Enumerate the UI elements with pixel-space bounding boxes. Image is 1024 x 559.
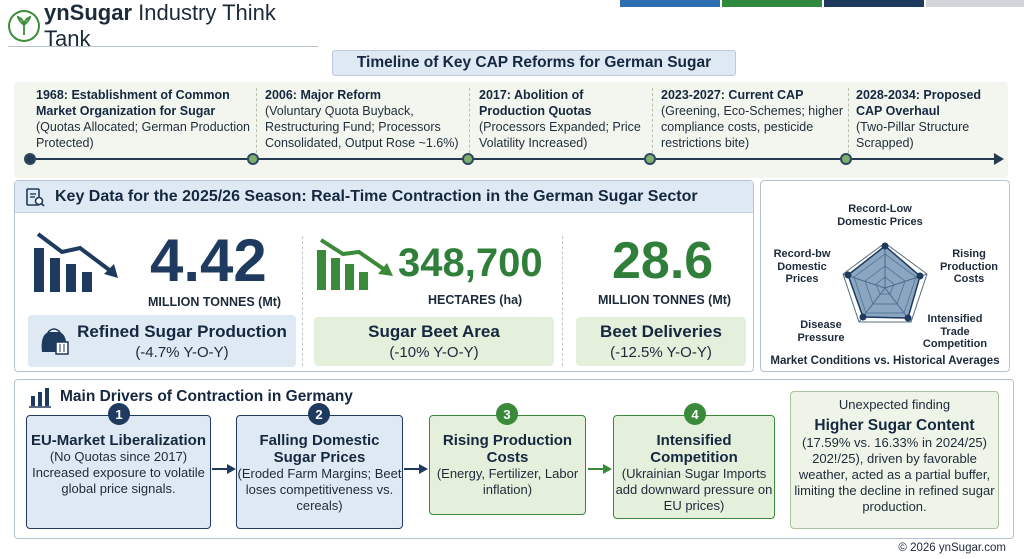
timeline-item-detail: (Two-Pillar Structure Scrapped) bbox=[856, 120, 970, 150]
key-data-title: Key Data for the 2025/26 Season: Real-Ti… bbox=[15, 181, 753, 213]
stat-unit-deliveries: MILLION TONNES (Mt) bbox=[598, 293, 732, 307]
top-bar-green bbox=[722, 0, 822, 7]
logo-icon bbox=[8, 10, 40, 42]
radar-label-disease: Disease Pressure bbox=[797, 319, 845, 344]
chart-icon bbox=[28, 386, 52, 408]
driver-number: 4 bbox=[684, 403, 706, 425]
radar-label-low-prices: Record-Low Domestic Prices bbox=[837, 203, 923, 228]
stat-label-box-deliveries: Beet Deliveries (-12.5% Y-O-Y) bbox=[576, 317, 746, 366]
timeline-item-head: 1968: Establishment of Common Market Org… bbox=[36, 88, 230, 118]
timeline-item-detail: (Processors Expanded; Price Volatility I… bbox=[479, 120, 641, 150]
stat-unit-area: HECTARES (ha) bbox=[428, 293, 523, 307]
timeline-divider bbox=[848, 88, 849, 158]
timeline-item-detail: (Greening, Eco-Schemes; higher complianc… bbox=[661, 104, 844, 150]
timeline-item-detail: (Voluntary Quota Buyback, Restructuring … bbox=[265, 104, 459, 150]
arrow-right-icon bbox=[404, 464, 428, 474]
timeline-dot bbox=[247, 153, 259, 165]
drivers-title: Main Drivers of Contraction in Germany bbox=[60, 388, 353, 405]
green-bar-chart-down-icon bbox=[315, 236, 399, 292]
sugar-sack-icon bbox=[36, 322, 72, 358]
finding-subtitle: Unexpected finding bbox=[838, 397, 951, 412]
stat-value-area: 348,700 bbox=[398, 241, 543, 285]
stat-value-production: 4.42 bbox=[150, 227, 267, 294]
driver-number: 1 bbox=[108, 403, 130, 425]
driver-title: Falling Domestic Sugar Prices bbox=[259, 432, 380, 466]
timeline-divider bbox=[256, 88, 257, 158]
timeline-item-detail: (Quotas Allocated; German Production Pro… bbox=[36, 120, 251, 150]
arrow-right-icon bbox=[588, 464, 612, 474]
header-rule bbox=[8, 46, 318, 47]
driver-number: 3 bbox=[496, 403, 518, 425]
timeline-item-head: 2028-2034: Proposed CAP Overhaul bbox=[856, 88, 982, 118]
timeline-divider bbox=[652, 88, 653, 158]
brand-rest: Industry Think Tank bbox=[43, 0, 276, 51]
stat-label-area: Sugar Beet Area bbox=[368, 322, 500, 341]
stat-divider bbox=[302, 236, 303, 366]
stat-divider bbox=[562, 236, 563, 366]
brand-bold: ynSugar bbox=[43, 0, 133, 25]
timeline-dot bbox=[644, 153, 656, 165]
timeline-item-1968: 1968: Establishment of Common Market Org… bbox=[36, 87, 258, 151]
driver-card-1: EU-Market Liberalization (No Quotas sinc… bbox=[26, 415, 211, 529]
header: ynSugar Industry Think Tank bbox=[8, 0, 328, 51]
timeline-dot bbox=[840, 153, 852, 165]
top-bar-blue bbox=[620, 0, 720, 7]
driver-detail: (Energy, Fertilizer, Labor inflation) bbox=[436, 466, 579, 497]
clipboard-search-icon bbox=[24, 186, 46, 208]
radar-points bbox=[844, 242, 924, 322]
radar-label-costs: Rising Production Costs bbox=[939, 248, 999, 285]
stat-label-box-area: Sugar Beet Area (-10% Y-O-Y) bbox=[314, 317, 554, 366]
timeline-dot bbox=[462, 153, 474, 165]
radar-area bbox=[847, 245, 921, 319]
stat-unit-production: MILLION TONNES (Mt) bbox=[148, 295, 282, 309]
driver-title: EU-Market Liberalization bbox=[30, 432, 207, 449]
brand-name: ynSugar Industry Think Tank bbox=[44, 0, 328, 52]
timeline-item-2017: 2017: Abolition of Production Quotas (Pr… bbox=[479, 87, 649, 151]
radar-label-competition: Intensified Trade Competition bbox=[922, 313, 988, 350]
timeline-dot bbox=[24, 153, 36, 165]
timeline-item-head: 2023-2027: Current CAP bbox=[661, 88, 804, 102]
finding-title: Higher Sugar Content bbox=[814, 417, 975, 434]
stat-change-area: (-10% Y-O-Y) bbox=[389, 344, 479, 361]
driver-card-3: Rising Production Costs (Energy, Fertili… bbox=[429, 415, 586, 515]
timeline-item-head: 2006: Major Reform bbox=[265, 88, 382, 102]
top-bar-grey bbox=[926, 0, 1024, 7]
arrow-right-icon bbox=[212, 464, 236, 474]
stat-value-deliveries: 28.6 bbox=[612, 232, 714, 290]
driver-detail: (Ukrainian Sugar Imports add downward pr… bbox=[615, 466, 773, 513]
footer-copyright: © 2026 ynSugar.com bbox=[898, 542, 1006, 554]
radar-chart bbox=[842, 242, 928, 323]
driver-number: 2 bbox=[308, 403, 330, 425]
radar-label-bw-prices: Record-bw Domestic Prices bbox=[773, 248, 831, 285]
timeline-item-2028: 2028-2034: Proposed CAP Overhaul (Two-Pi… bbox=[856, 87, 1006, 151]
radar-caption: Market Conditions vs. Historical Average… bbox=[770, 355, 1000, 367]
driver-title: Rising Production Costs bbox=[442, 432, 573, 466]
stat-change-deliveries: (-12.5% Y-O-Y) bbox=[610, 344, 712, 361]
driver-card-4: Intensified Competition (Ukrainian Sugar… bbox=[613, 415, 775, 519]
finding-card: Unexpected finding Higher Sugar Content … bbox=[790, 391, 999, 529]
top-bar-navy bbox=[824, 0, 924, 7]
finding-detail: (17.59% vs. 16.33% in 2024/25) 202!/25),… bbox=[794, 435, 995, 514]
stat-change-production: (-4.7% Y-O-Y) bbox=[135, 343, 229, 361]
timeline-title: Timeline of Key CAP Reforms for German S… bbox=[332, 50, 736, 76]
driver-card-2: Falling Domestic Sugar Prices (Eroded Fa… bbox=[236, 415, 403, 529]
driver-detail: (No Quotas since 2017) Increased exposur… bbox=[32, 449, 205, 496]
timeline-arrow-icon bbox=[994, 153, 1004, 165]
driver-title: Intensified Competition bbox=[650, 432, 738, 466]
bar-chart-down-icon bbox=[30, 230, 126, 294]
timeline-item-2023: 2023-2027: Current CAP (Greening, Eco-Sc… bbox=[661, 87, 847, 151]
timeline-item-2006: 2006: Major Reform (Voluntary Quota Buyb… bbox=[265, 87, 467, 151]
stat-label-deliveries: Beet Deliveries bbox=[600, 322, 722, 341]
timeline-divider bbox=[469, 88, 470, 158]
stat-label-box-production: Refined Sugar Production (-4.7% Y-O-Y) bbox=[28, 315, 296, 367]
timeline-axis bbox=[28, 158, 996, 160]
stat-label-production: Refined Sugar Production bbox=[77, 321, 287, 341]
driver-detail: (Eroded Farm Margins; Beet loses competi… bbox=[237, 466, 402, 513]
timeline-item-head: 2017: Abolition of Production Quotas bbox=[479, 88, 592, 118]
